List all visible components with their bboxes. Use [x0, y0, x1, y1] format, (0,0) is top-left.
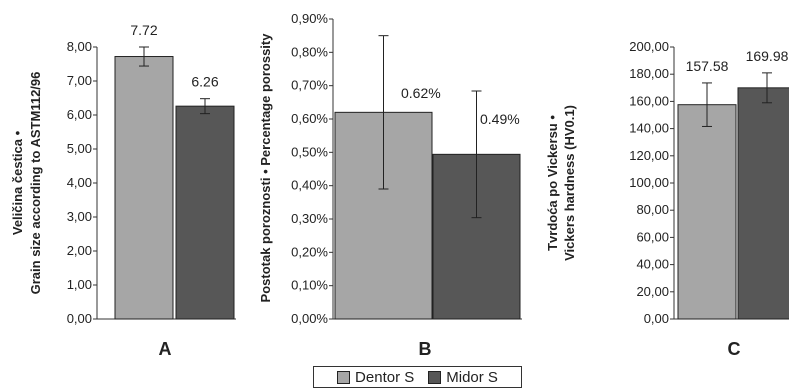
legend: Dentor S Midor S	[313, 366, 522, 388]
panel-b-ylabel-line1: Postotak poroznosti • Percentage porossi…	[258, 33, 273, 303]
legend-swatch-dentor	[337, 370, 351, 384]
panel-a-tick-label: 3,00	[67, 209, 92, 224]
panel-a-tick-label: 1,00	[67, 277, 92, 292]
panel-a-value-label-midor: 6.26	[191, 74, 218, 90]
panel-a-value-label-dentor: 7.72	[130, 22, 157, 38]
panel-b-value-label-dentor: 0.62%	[401, 85, 441, 101]
panel-a-tick-label: 5,00	[67, 141, 92, 156]
panel-c-value-label-dentor: 157.58	[686, 58, 729, 74]
panel-c-tick-label: 80,00	[636, 202, 669, 217]
panel-c-tick-label: 20,00	[636, 284, 669, 299]
panel-b-tick-label: 0,60%	[291, 111, 328, 126]
panel-c-tick-label: 180,00	[629, 66, 669, 81]
panel-c-tick-label: 60,00	[636, 229, 669, 244]
legend-label-dentor: Dentor S	[355, 368, 415, 386]
panel-b-tick-label: 0,20%	[291, 244, 328, 259]
panel-a-tick-label: 8,00	[67, 39, 92, 54]
panel-b-tick-label: 0,70%	[291, 78, 328, 93]
panel-c-bar-midor	[737, 87, 789, 320]
panel-c-tick-label: 140,00	[629, 121, 669, 136]
panel-b-tick-label: 0,00%	[291, 311, 328, 326]
panel-c-tick-label: 120,00	[629, 148, 669, 163]
panel-a-tick-label: 6,00	[67, 107, 92, 122]
panel-c-bar-dentor	[677, 104, 737, 320]
panel-b-tick-label: 0,50%	[291, 144, 328, 159]
panel-c-tick-label: 100,00	[629, 175, 669, 190]
panel-a-tick-label: 0,00	[67, 311, 92, 326]
legend-item-dentor: Dentor S	[337, 369, 414, 386]
panel-c-tick-label: 160,00	[629, 93, 669, 108]
panel-b-letter: B	[419, 339, 432, 359]
panel-b-tick-label: 0,80%	[291, 44, 328, 59]
legend-item-midor: Midor S	[428, 369, 498, 386]
panel-b-value-label-midor: 0.49%	[480, 111, 520, 127]
panel-a-tick-label: 4,00	[67, 175, 92, 190]
panel-a-bar-dentor	[114, 56, 174, 320]
panel-a-tick-label: 2,00	[67, 243, 92, 258]
panel-c-tick-label: 40,00	[636, 257, 669, 272]
panel-c-value-label-midor: 169.98	[746, 48, 789, 64]
legend-swatch-midor	[428, 370, 442, 384]
panel-b-tick-label: 0,90%	[291, 11, 328, 26]
panel-b-tick-label: 0,30%	[291, 211, 328, 226]
panel-c-tick-label: 0,00	[644, 311, 669, 326]
panel-b-tick-label: 0,10%	[291, 278, 328, 293]
panel-a-ylabel-line2: Grain size according to ASTM112/96	[28, 72, 43, 295]
panel-b-tick-label: 0,40%	[291, 178, 328, 193]
legend-label-midor: Midor S	[446, 368, 498, 386]
panel-c-tick-label: 200,00	[629, 39, 669, 54]
panel-a-bar-midor	[175, 105, 235, 320]
panel-c-ylabel-line2: Vickers hardness (HV0.1)	[562, 105, 577, 261]
panel-c-letter: C	[728, 339, 741, 359]
panel-a-letter: A	[159, 339, 172, 359]
panel-a-tick-label: 7,00	[67, 73, 92, 88]
panel-c-ylabel-line1: Tvrdoća po Vickersu •	[545, 115, 560, 251]
panel-a-ylabel-line1: Veličina čestica •	[10, 130, 25, 235]
